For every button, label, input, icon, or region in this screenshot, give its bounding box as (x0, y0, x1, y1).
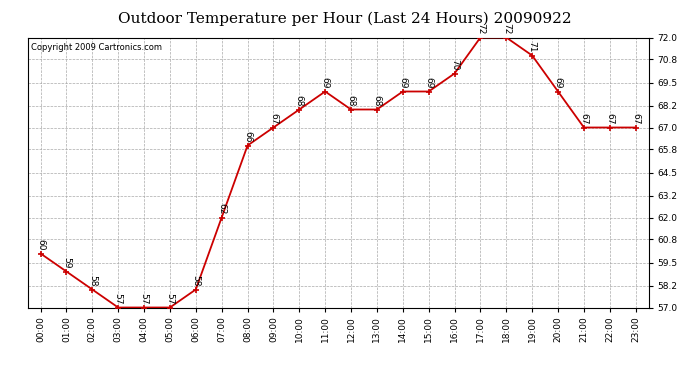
Text: 60: 60 (36, 239, 45, 251)
Text: 70: 70 (450, 59, 459, 71)
Text: 69: 69 (321, 77, 330, 89)
Text: 66: 66 (243, 131, 252, 143)
Text: Copyright 2009 Cartronics.com: Copyright 2009 Cartronics.com (31, 43, 161, 52)
Text: 67: 67 (605, 113, 614, 125)
Text: 58: 58 (88, 275, 97, 287)
Text: 57: 57 (166, 293, 175, 305)
Text: 68: 68 (295, 95, 304, 107)
Text: 62: 62 (217, 203, 226, 215)
Text: 68: 68 (346, 95, 355, 107)
Text: 59: 59 (62, 257, 71, 269)
Text: Outdoor Temperature per Hour (Last 24 Hours) 20090922: Outdoor Temperature per Hour (Last 24 Ho… (118, 11, 572, 26)
Text: 67: 67 (580, 113, 589, 125)
Text: 69: 69 (424, 77, 433, 89)
Text: 67: 67 (269, 113, 278, 125)
Text: 58: 58 (191, 275, 200, 287)
Text: 67: 67 (631, 113, 640, 125)
Text: 72: 72 (502, 23, 511, 35)
Text: 71: 71 (528, 41, 537, 53)
Text: 68: 68 (373, 95, 382, 107)
Text: 57: 57 (114, 293, 123, 305)
Text: 69: 69 (398, 77, 407, 89)
Text: 69: 69 (553, 77, 562, 89)
Text: 57: 57 (139, 293, 148, 305)
Text: 72: 72 (476, 23, 485, 35)
